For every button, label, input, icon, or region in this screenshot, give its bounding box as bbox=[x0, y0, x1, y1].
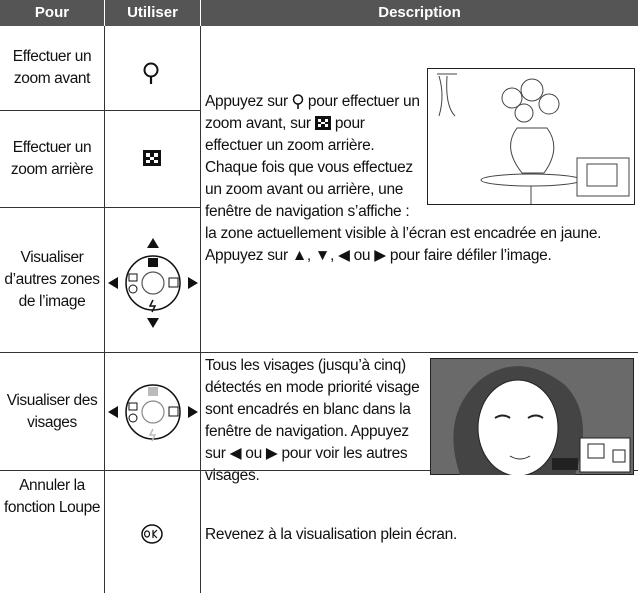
border bbox=[104, 26, 105, 593]
description: Tous les visages (jusqu’à cinq) détectés… bbox=[205, 357, 420, 484]
action-label: Visualiser des visages bbox=[6, 391, 98, 431]
action-label: Annuler la fonction Loupe bbox=[3, 477, 101, 516]
border bbox=[0, 110, 200, 111]
border bbox=[0, 470, 638, 471]
description: Revenez à la visualisation plein écran. bbox=[205, 526, 457, 543]
header-cell: Utiliser bbox=[105, 0, 200, 26]
zoom-in-icon bbox=[143, 62, 159, 84]
zoom-out-icon bbox=[314, 116, 331, 130]
illustration bbox=[427, 68, 635, 205]
text: pour effectuer un zoom arrière. Chaque f… bbox=[205, 115, 602, 264]
header-cell: Description bbox=[201, 0, 638, 26]
border bbox=[200, 26, 201, 593]
action-label: Effectuer un zoom arrière bbox=[10, 139, 94, 178]
header-cell: Pour bbox=[0, 0, 104, 26]
text: Appuyez sur bbox=[205, 93, 288, 110]
border bbox=[0, 207, 200, 208]
border bbox=[0, 352, 638, 353]
illustration bbox=[430, 358, 634, 475]
zoom-in-icon bbox=[292, 94, 304, 109]
zoom-out-icon bbox=[143, 150, 161, 166]
description: Appuyez sur pour effectuer un zoom avant… bbox=[205, 68, 635, 267]
multi-selector-icon bbox=[108, 384, 198, 442]
action-label: Effectuer un zoom avant bbox=[12, 48, 92, 87]
multi-selector-icon bbox=[108, 238, 198, 328]
action-label: Visualiser d’autres zones de l’image bbox=[4, 249, 100, 310]
text: pour effectuer un zoom avant, sur bbox=[205, 93, 420, 132]
ok-icon bbox=[141, 524, 163, 544]
